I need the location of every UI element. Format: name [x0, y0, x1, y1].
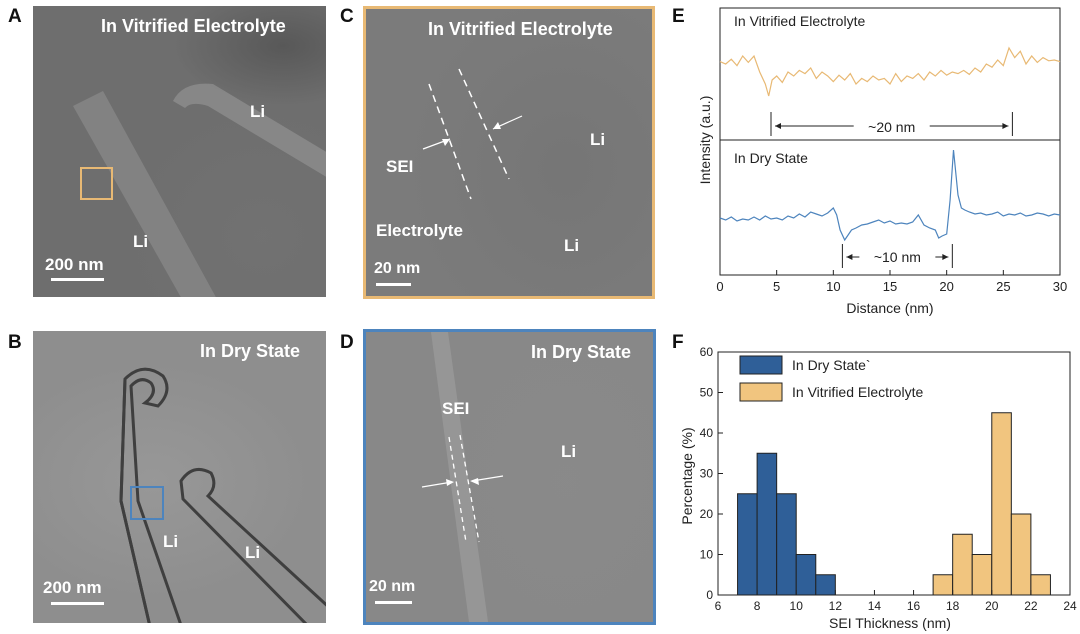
- micrograph-a-features: [73, 83, 326, 297]
- profile-bottom-title: In Dry State: [734, 150, 808, 166]
- profile-x-tick-label: 20: [939, 279, 953, 294]
- histogram-x-tick-label: 20: [985, 599, 999, 613]
- panel-d-li-label: Li: [561, 442, 577, 461]
- profile-bottom-annotation: ~10 nm: [874, 249, 921, 265]
- histogram-x-tick-label: 8: [754, 599, 761, 613]
- micrograph-dry-zoom: In Dry State SEI Li 20 nm: [363, 329, 656, 625]
- panel-b-li-label-1: Li: [163, 532, 179, 551]
- panel-label-c: C: [340, 6, 354, 27]
- histogram-x-tick-label: 16: [907, 599, 921, 613]
- profile-top-annotation: ~20 nm: [868, 119, 915, 135]
- panel-c-scale-bar: [376, 283, 411, 286]
- histogram-bar-vitrified: [971, 554, 993, 596]
- legend-swatch-vitrified: [739, 382, 783, 402]
- profile-x-tick-label: 30: [1053, 279, 1067, 294]
- chart-sei-thickness-histogram: 6 8 10 12 14 16 18 20 22 24 0 10 20 30 40 50 60 In Dry S…: [680, 345, 1077, 631]
- panel-label-d: D: [340, 332, 354, 353]
- profile-line-dry: [719, 149, 1061, 242]
- panel-c-li-label-1: Li: [590, 130, 606, 149]
- profile-x-tick-label: 25: [996, 279, 1010, 294]
- annotation-arrowhead-vitrified-right: [1002, 123, 1009, 129]
- panel-d-scale-bar-label: 20 nm: [369, 578, 416, 595]
- region-box-a: [80, 167, 113, 200]
- histogram-y-tick-label: 0: [706, 588, 713, 602]
- histogram-y-tick-label: 40: [700, 426, 714, 440]
- panel-a-li-label-1: Li: [250, 102, 266, 121]
- profile-y-axis-label: Intensity (a.u.): [700, 96, 713, 185]
- histogram-bar-vitrified: [991, 412, 1012, 596]
- histogram-x-tick-label: 14: [868, 599, 882, 613]
- histogram-bar-vitrified: [1010, 513, 1032, 596]
- histogram-x-tick-label: 24: [1063, 599, 1077, 613]
- histogram-y-axis-label: Percentage (%): [680, 427, 695, 524]
- histogram-bar-dry: [737, 493, 758, 596]
- panel-b-li-label-2: Li: [245, 543, 261, 562]
- micrograph-c-features: [422, 68, 523, 200]
- histogram-x-axis-label: SEI Thickness (nm): [829, 615, 951, 631]
- profile-line-vitrified: [719, 46, 1061, 97]
- annotation-arrowhead-dry-right: [942, 254, 949, 260]
- histogram-y-tick-label: 10: [700, 548, 714, 562]
- profile-x-tick-label: 0: [716, 279, 723, 294]
- panel-a-scale-bar-label: 200 nm: [45, 255, 104, 274]
- panel-c-title: In Vitrified Electrolyte: [428, 19, 613, 39]
- histogram-y-tick-label: 30: [700, 467, 714, 481]
- panel-label-a: A: [8, 6, 22, 27]
- histogram-bar-vitrified: [1030, 574, 1051, 596]
- legend-swatch-dry: [739, 355, 783, 375]
- region-box-b: [130, 486, 164, 520]
- profile-top-title: In Vitrified Electrolyte: [734, 13, 865, 29]
- histogram-bar-dry: [795, 554, 817, 596]
- histogram-x-tick-label: 12: [829, 599, 843, 613]
- histogram-bar-vitrified: [952, 533, 973, 596]
- profile-x-tick-label: 10: [826, 279, 840, 294]
- panel-label-f: F: [672, 332, 684, 353]
- histogram-y-tick-label: 50: [700, 386, 714, 400]
- panel-c-li-label-2: Li: [564, 236, 580, 255]
- histogram-y-tick-label: 60: [700, 345, 714, 359]
- histogram-x-tick-label: 6: [715, 599, 722, 613]
- histogram-x-tick-label: 10: [790, 599, 804, 613]
- micrograph-d-features: [421, 332, 504, 622]
- panel-label-e: E: [672, 6, 685, 27]
- panel-c-sei-label: SEI: [386, 157, 414, 176]
- panel-d-scale-bar: [375, 601, 412, 604]
- panel-c-scale-bar-label: 20 nm: [374, 260, 421, 277]
- panel-d-sei-label: SEI: [442, 399, 470, 418]
- histogram-bar-dry: [756, 452, 778, 596]
- profile-x-tick-label: 5: [773, 279, 780, 294]
- micrograph-vitrified-zoom: In Vitrified Electrolyte SEI Li Li Elect…: [363, 6, 655, 299]
- profile-x-axis-label: Distance (nm): [846, 300, 933, 316]
- histogram-x-tick-label: 18: [946, 599, 960, 613]
- panel-d-title: In Dry State: [531, 342, 632, 362]
- annotation-arrowhead-vitrified-left: [775, 123, 781, 129]
- profile-x-tick-label: 15: [883, 279, 897, 294]
- histogram-x-tick-label: 22: [1024, 599, 1038, 613]
- panel-a-scale-bar: [51, 278, 104, 281]
- panel-a-title: In Vitrified Electrolyte: [101, 16, 286, 36]
- micrograph-b-features: [119, 367, 326, 623]
- panel-label-b: B: [8, 332, 22, 353]
- chart-intensity-profiles: 0 5 10 15 20 25 30 In Vitrified Electrolyte In…: [700, 7, 1067, 316]
- legend-label-dry: In Dry State`: [792, 357, 871, 373]
- annotation-arrowhead-dry-left: [846, 254, 853, 260]
- histogram-bar-dry: [776, 493, 797, 596]
- panel-b-scale-bar: [51, 602, 104, 605]
- panel-b-title: In Dry State: [200, 341, 301, 361]
- histogram-bar-vitrified: [932, 574, 954, 596]
- micrograph-dry-overview: In Dry State Li Li 200 nm: [33, 331, 326, 623]
- histogram-bar-dry: [815, 574, 836, 596]
- panel-a-li-label-2: Li: [133, 232, 149, 251]
- micrograph-vitrified-overview: In Vitrified Electrolyte Li Li 200 nm: [33, 6, 326, 297]
- legend-label-vitrified: In Vitrified Electrolyte: [792, 384, 923, 400]
- histogram-y-tick-label: 20: [700, 507, 714, 521]
- panel-c-electrolyte-label: Electrolyte: [376, 221, 463, 240]
- panel-b-scale-bar-label: 200 nm: [43, 578, 102, 597]
